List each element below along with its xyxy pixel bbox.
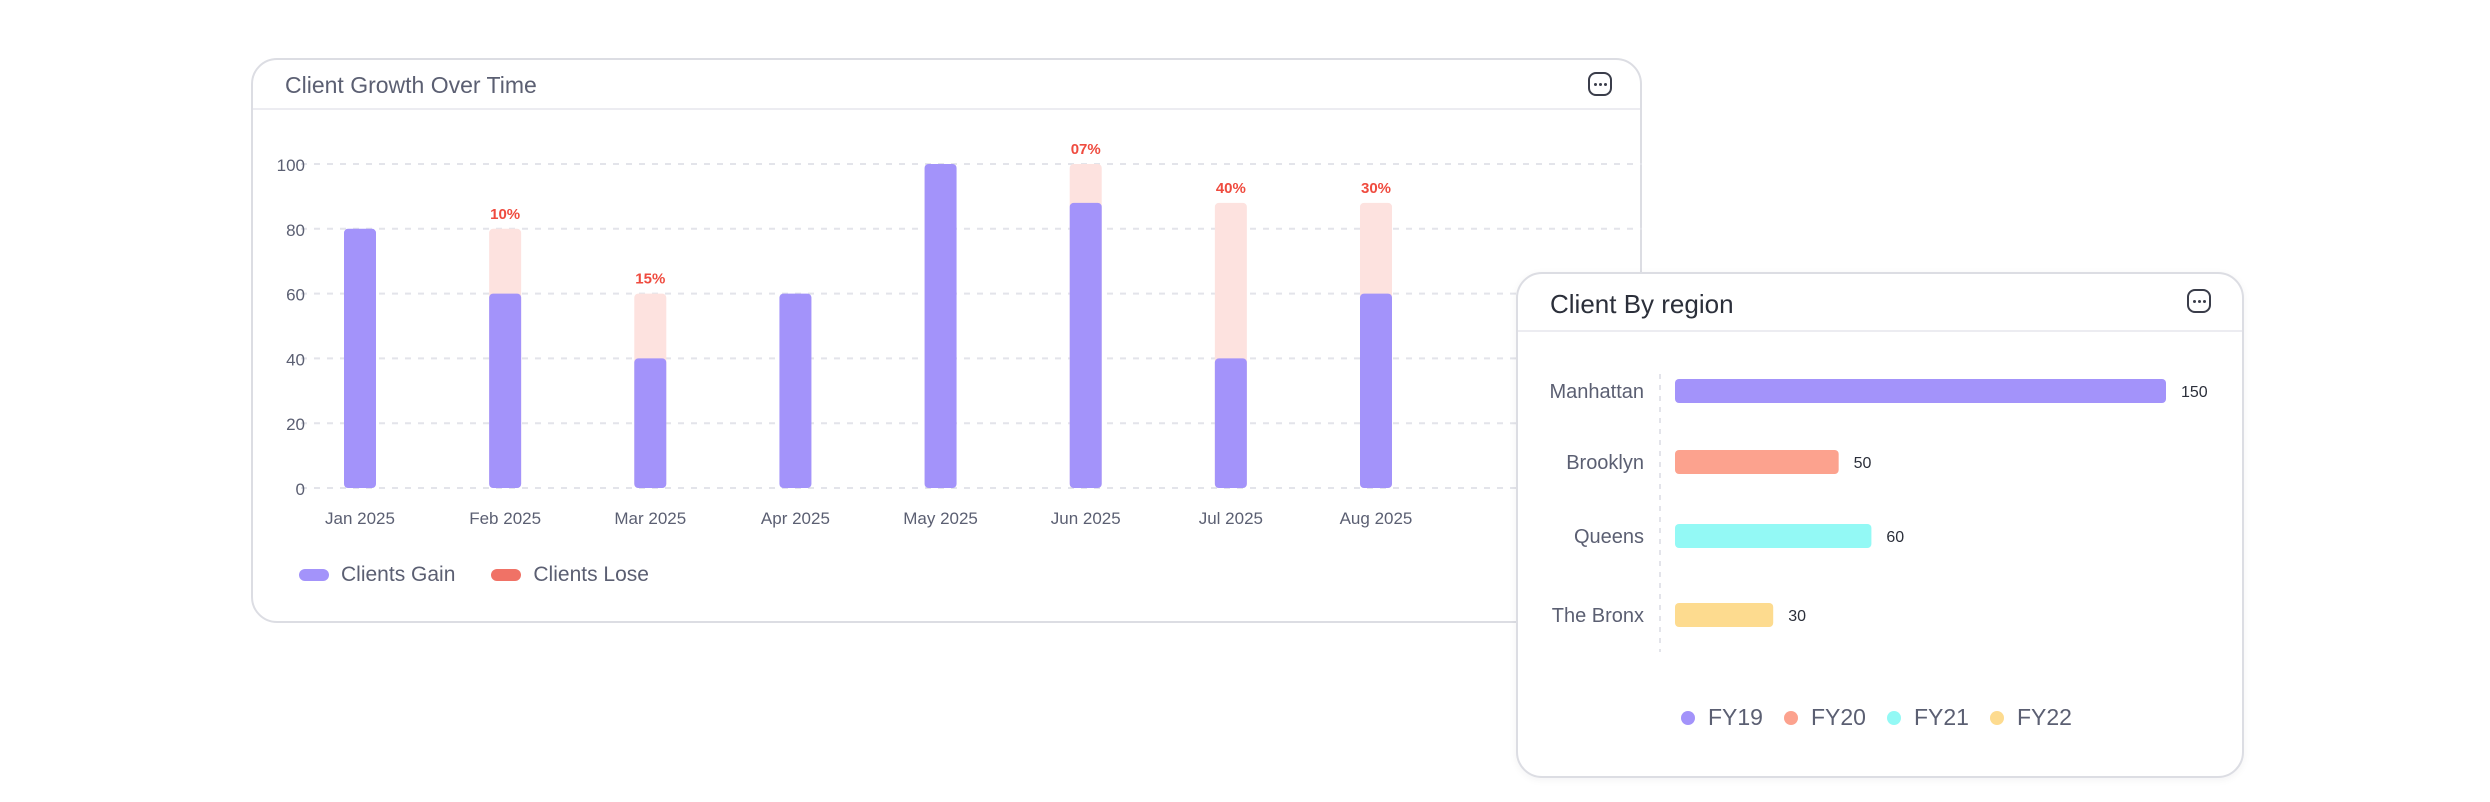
bar-gain bbox=[344, 228, 376, 489]
data-label: 15% bbox=[635, 271, 665, 288]
bar-gain bbox=[489, 293, 522, 488]
growth-bar-chart: 0 20 40 60 80 100 Jan 2025 10% Feb 2025 15% Mar 20… bbox=[277, 141, 1642, 528]
bar-gain bbox=[779, 293, 812, 488]
bar-gain bbox=[1360, 293, 1392, 488]
legend-label: FY21 bbox=[1913, 704, 1969, 730]
bar bbox=[1675, 450, 1839, 474]
legend-item-fy21[interactable]: FY21 bbox=[1886, 704, 1969, 731]
legend-item-fy22[interactable]: FY22 bbox=[1989, 704, 2072, 731]
y-tick-label: 100 bbox=[277, 156, 305, 175]
bar bbox=[1675, 379, 2166, 403]
legend-item-fy20[interactable]: FY20 bbox=[1783, 704, 1866, 731]
chart-title: Client Growth Over Time bbox=[285, 72, 537, 98]
bar-gain bbox=[634, 358, 667, 488]
x-tick-label: Mar 2025 bbox=[614, 509, 686, 528]
x-tick-label: Feb 2025 bbox=[469, 509, 541, 528]
value-label: 60 bbox=[1886, 529, 1904, 546]
y-tick-label: 40 bbox=[286, 350, 305, 369]
legend-swatch bbox=[491, 569, 522, 581]
legend-label: FY19 bbox=[1708, 704, 1763, 730]
data-label: 10% bbox=[490, 206, 520, 223]
category-label: Queens bbox=[1574, 526, 1644, 548]
x-tick-label: Jun 2025 bbox=[1051, 509, 1121, 528]
card-header: Client By region bbox=[1518, 274, 2242, 332]
bar bbox=[1675, 524, 1872, 548]
y-tick-label: 80 bbox=[286, 221, 305, 240]
legend-item-fy19[interactable]: FY19 bbox=[1681, 704, 1763, 731]
x-tick-label: Aug 2025 bbox=[1340, 509, 1413, 528]
legend-dot bbox=[1886, 710, 1901, 725]
data-label: 07% bbox=[1071, 141, 1101, 158]
legend-label: Clients Gain bbox=[341, 563, 456, 586]
y-tick-label: 0 bbox=[296, 480, 305, 499]
legend-item-clients-gain[interactable]: Clients Gain bbox=[299, 563, 455, 587]
value-label: 30 bbox=[1788, 608, 1806, 625]
legend-dot bbox=[1681, 710, 1695, 725]
value-label: 50 bbox=[1854, 455, 1872, 472]
data-label: 40% bbox=[1216, 180, 1246, 197]
legend-swatch bbox=[299, 569, 329, 581]
category-label: The Bronx bbox=[1552, 605, 1644, 627]
legend-label: FY22 bbox=[2016, 704, 2072, 730]
region-legend: FY19 FY20 FY21 FY22 bbox=[1681, 704, 2093, 731]
legend-label: FY20 bbox=[1810, 704, 1866, 730]
chart-title: Client By region bbox=[1550, 289, 1734, 319]
legend-dot bbox=[1783, 710, 1798, 725]
category-label: Manhattan bbox=[1549, 381, 1644, 403]
client-region-card: Client By region Manhattan 150 Brooklyn 50 Q… bbox=[1516, 272, 2244, 778]
bar-gain bbox=[924, 164, 957, 488]
bar bbox=[1675, 603, 1774, 627]
card-header: Client Growth Over Time bbox=[253, 60, 1640, 110]
region-bar-chart: Manhattan 150 Brooklyn 50 Queens 60 The Bronx 3… bbox=[1549, 374, 2208, 652]
y-tick-label: 60 bbox=[286, 286, 305, 305]
category-label: Brooklyn bbox=[1566, 452, 1644, 474]
more-horizontal-icon[interactable] bbox=[1588, 72, 1612, 96]
data-label: 30% bbox=[1361, 180, 1391, 197]
bar-gain bbox=[1069, 202, 1102, 488]
bar-gain bbox=[1214, 358, 1247, 488]
client-growth-card: Client Growth Over Time 0 20 40 60 80 100 Jan … bbox=[251, 58, 1642, 623]
x-tick-label: Jan 2025 bbox=[325, 509, 395, 528]
legend-dot bbox=[1989, 710, 2004, 725]
x-tick-label: Jul 2025 bbox=[1199, 509, 1263, 528]
y-tick-label: 20 bbox=[286, 415, 305, 434]
x-tick-label: May 2025 bbox=[903, 509, 978, 528]
more-horizontal-icon[interactable] bbox=[2187, 289, 2211, 313]
x-tick-label: Apr 2025 bbox=[761, 509, 830, 528]
legend-label: Clients Lose bbox=[533, 563, 649, 586]
growth-legend: Clients Gain Clients Lose bbox=[299, 563, 685, 587]
value-label: 150 bbox=[2181, 384, 2208, 401]
legend-item-clients-lose[interactable]: Clients Lose bbox=[491, 563, 649, 587]
